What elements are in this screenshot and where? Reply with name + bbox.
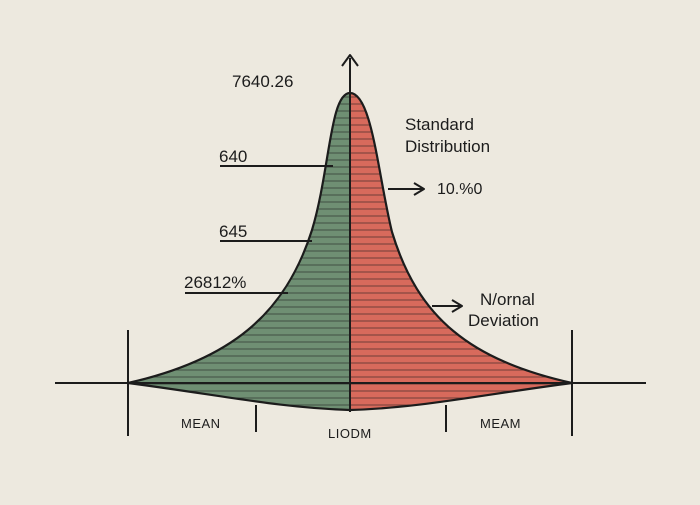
arrow-head-value-icon — [413, 182, 425, 196]
arrow-value-label: 10.%0 — [437, 181, 482, 198]
title-line-2: Distribution — [405, 137, 490, 156]
deviation-line-1: N/ornal — [480, 290, 535, 309]
axis-label-left: MEAN — [181, 416, 221, 431]
deviation-line-2: Deviation — [468, 311, 539, 330]
top-value-label: 7640.26 — [232, 72, 293, 91]
axis-label-right: MEAM — [480, 416, 521, 431]
left-label-percent: 26812% — [184, 273, 246, 292]
axis-label-center: LIODM — [328, 426, 372, 441]
center-axis-arrow-icon — [341, 54, 359, 67]
left-label-645: 645 — [219, 222, 247, 241]
left-half-fill — [128, 93, 350, 410]
right-half-fill — [350, 93, 572, 410]
title-line-1: Standard — [405, 115, 474, 134]
left-label-640: 640 — [219, 147, 247, 166]
arrow-head-deviation-icon — [451, 299, 463, 313]
